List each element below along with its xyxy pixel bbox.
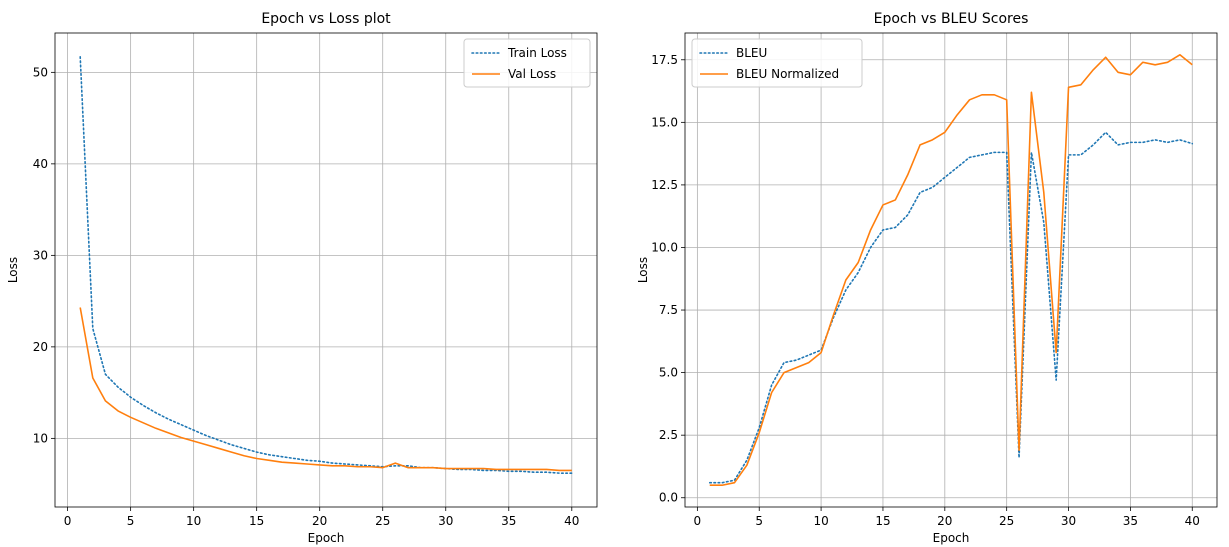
bleu-chart-xlabel: Epoch <box>933 531 970 545</box>
bleu-chart-ytick-label: 0.0 <box>659 491 678 505</box>
bleu-chart-xtick-label: 40 <box>1185 514 1200 528</box>
loss-chart-xtick-label: 15 <box>249 514 264 528</box>
bleu-chart-ytick-label: 12.5 <box>651 178 678 192</box>
bleu-chart-xtick-label: 5 <box>755 514 763 528</box>
bleu-chart: Epoch vs BLEU Scores Epoch Loss 0 5 10 15 20… <box>636 11 1218 545</box>
loss-chart-frame <box>54 32 598 508</box>
bleu-chart-legend-label: BLEU Normalized <box>736 67 839 81</box>
loss-chart-ytick-label: 10 <box>33 431 48 445</box>
loss-chart-grid <box>55 33 597 507</box>
loss-chart-xtick-label: 40 <box>564 514 579 528</box>
loss-chart-legend-label: Train Loss <box>507 46 567 60</box>
loss-chart-xtick-label: 25 <box>375 514 390 528</box>
bleu-chart-xtick-label: 30 <box>1061 514 1076 528</box>
bleu-chart-frame <box>684 32 1218 508</box>
bleu-chart-grid <box>685 33 1217 507</box>
bleu-chart-ytick-label: 15.0 <box>651 115 678 129</box>
loss-chart-ylabel: Loss <box>6 257 20 283</box>
bleu-chart-xtick-label: 15 <box>875 514 890 528</box>
bleu-chart-ylabel: Loss <box>636 257 650 283</box>
bleu-chart-title: Epoch vs BLEU Scores <box>874 11 1029 27</box>
loss-chart-ytick-label: 50 <box>33 65 48 79</box>
loss-chart-xtick-label: 5 <box>127 514 135 528</box>
bleu-chart-ytick-label: 2.5 <box>659 428 678 442</box>
bleu-chart-xtick-label: 10 <box>813 514 828 528</box>
loss-chart-title: Epoch vs Loss plot <box>261 11 391 27</box>
loss-chart-ytick-label: 30 <box>33 248 48 262</box>
bleu-chart-ytick-label: 5.0 <box>659 366 678 380</box>
bleu-chart-series-solid-line <box>709 53 1193 487</box>
bleu-chart-xtick-label: 35 <box>1123 514 1138 528</box>
loss-chart-legend-box <box>463 38 591 88</box>
loss-chart-xtick-label: 20 <box>312 514 327 528</box>
bleu-chart-ytick-label: 7.5 <box>659 303 678 317</box>
loss-chart-xlabel: Epoch <box>308 531 345 545</box>
bleu-chart-xtick-label: 25 <box>999 514 1014 528</box>
loss-chart-xtick-label: 10 <box>186 514 201 528</box>
loss-chart-xtick-label: 35 <box>501 514 516 528</box>
bleu-chart-xtick-label: 0 <box>694 514 702 528</box>
bleu-chart-legend: BLEU BLEU Normalized <box>691 38 863 88</box>
loss-chart-series-solid-line <box>79 307 572 472</box>
loss-chart-xtick-label: 30 <box>438 514 453 528</box>
loss-chart-legend: Train Loss Val Loss <box>463 38 591 88</box>
loss-chart-legend-label: Val Loss <box>508 67 556 81</box>
bleu-chart-ytick-label: 17.5 <box>651 53 678 67</box>
bleu-chart-ytick-label: 10.0 <box>651 240 678 254</box>
loss-chart-xtick-label: 0 <box>64 514 72 528</box>
bleu-chart-xtick-label: 20 <box>937 514 952 528</box>
loss-chart-ytick-label: 20 <box>33 340 48 354</box>
bleu-chart-legend-label: BLEU <box>736 46 767 60</box>
bleu-chart-series-dotted-line <box>708 131 1194 484</box>
loss-chart-ytick-label: 40 <box>33 157 48 171</box>
loss-chart: Epoch vs Loss plot Epoch Loss 0 5 10 15 20 25… <box>6 11 598 545</box>
bleu-chart-legend-box <box>691 38 863 88</box>
loss-chart-series-dotted-line <box>79 55 573 474</box>
